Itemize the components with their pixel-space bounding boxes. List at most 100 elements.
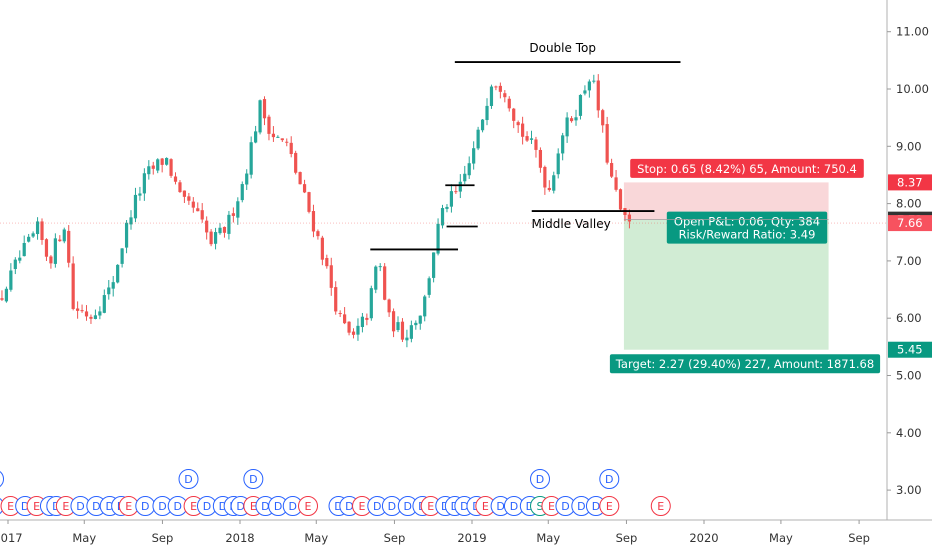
- event-marker-D[interactable]: [178, 469, 199, 489]
- x-tick-label: Sep: [384, 531, 406, 545]
- candle: [53, 238, 57, 264]
- candle: [129, 217, 133, 225]
- event-marker-D[interactable]: [530, 469, 551, 489]
- candle: [138, 193, 142, 196]
- candle: [191, 201, 195, 208]
- candle: [151, 165, 155, 169]
- candle: [62, 229, 66, 242]
- candle: [285, 141, 289, 143]
- candle: [449, 191, 454, 207]
- event-marker-E[interactable]: [599, 496, 620, 516]
- event-letter: D: [592, 500, 600, 513]
- event-letter: E: [305, 500, 312, 513]
- candle: [71, 263, 75, 309]
- candle: [93, 315, 98, 319]
- y-tick-label: 9.00: [896, 139, 922, 153]
- event-letter: E: [548, 500, 555, 513]
- candle: [445, 206, 449, 209]
- candle: [89, 316, 93, 319]
- candle: [507, 98, 511, 109]
- event-marker-E[interactable]: [298, 496, 319, 516]
- candle: [578, 94, 583, 116]
- candle: [267, 116, 271, 134]
- candle: [120, 248, 124, 264]
- candle: [592, 80, 596, 82]
- event-letter: D: [404, 500, 412, 513]
- candle: [218, 227, 222, 234]
- candle: [111, 282, 115, 289]
- y-tick-label: 3.00: [896, 483, 922, 497]
- candle: [596, 80, 600, 111]
- candle: [400, 321, 405, 340]
- candle: [213, 232, 218, 244]
- event-letter: D: [334, 500, 342, 513]
- candle: [133, 194, 138, 219]
- candle: [240, 184, 244, 201]
- candle: [311, 211, 316, 232]
- event-letter: D: [158, 500, 166, 513]
- candle: [485, 105, 489, 121]
- event-letter: E: [190, 500, 197, 513]
- candle: [618, 189, 623, 210]
- candle: [476, 129, 480, 149]
- event-letter: D: [460, 500, 468, 513]
- candle: [329, 265, 333, 288]
- candle: [76, 308, 80, 311]
- candle: [124, 222, 129, 248]
- candle: [200, 210, 204, 220]
- candle: [383, 266, 387, 300]
- candle: [552, 175, 556, 191]
- candle: [169, 159, 173, 176]
- event-marker-E[interactable]: [650, 496, 671, 516]
- candle: [480, 119, 485, 131]
- candle: [245, 173, 249, 185]
- candle: [222, 226, 227, 233]
- candle: [142, 173, 146, 194]
- candle: [369, 288, 373, 319]
- candle: [467, 163, 471, 176]
- event-letter: D: [173, 500, 181, 513]
- candle: [182, 190, 187, 197]
- candle: [338, 313, 342, 315]
- x-tick-label: May: [72, 531, 96, 545]
- candle: [521, 123, 525, 137]
- target-label-bg[interactable]: [609, 354, 881, 374]
- stop-label-bg[interactable]: [630, 158, 864, 178]
- event-letter: D: [236, 500, 244, 513]
- candle: [547, 187, 551, 191]
- candle: [178, 182, 182, 193]
- y-tick-label: 11.00: [896, 25, 929, 39]
- candle: [187, 196, 191, 201]
- candle: [574, 117, 578, 121]
- candle: [98, 311, 102, 316]
- event-marker-D[interactable]: [243, 469, 264, 489]
- event-marker-D[interactable]: [599, 469, 620, 489]
- candle: [316, 231, 320, 237]
- candle: [258, 100, 262, 133]
- candle: [236, 201, 240, 218]
- drawings[interactable]: Double Top Middle Valley: [370, 41, 681, 251]
- event-letter: D: [105, 500, 113, 513]
- candle: [249, 142, 253, 175]
- candle: [80, 310, 84, 312]
- position-tool[interactable]: Stop: 0.65 (8.42%) 65, Amount: 750.4 Targ…: [609, 158, 881, 374]
- candle: [116, 264, 120, 283]
- candle: [307, 192, 311, 212]
- candle: [9, 270, 13, 290]
- price-label-bg: [888, 215, 932, 232]
- candle: [58, 239, 62, 242]
- candle: [405, 337, 409, 341]
- candle: [289, 142, 293, 155]
- event-letter: D: [184, 473, 192, 486]
- candle: [489, 86, 494, 106]
- candle: [298, 172, 302, 185]
- event-letter: E: [33, 500, 40, 513]
- x-tick-label: Sep: [848, 531, 870, 545]
- event-markers[interactable]: DDEDEDDEDDDDEDDDDEDDDDDEDDDEDDEDDDDEDDDD…: [0, 469, 671, 516]
- candle: [205, 220, 209, 233]
- candle: [227, 214, 231, 234]
- event-letter: D: [289, 500, 297, 513]
- event-marker-D[interactable]: [0, 470, 5, 489]
